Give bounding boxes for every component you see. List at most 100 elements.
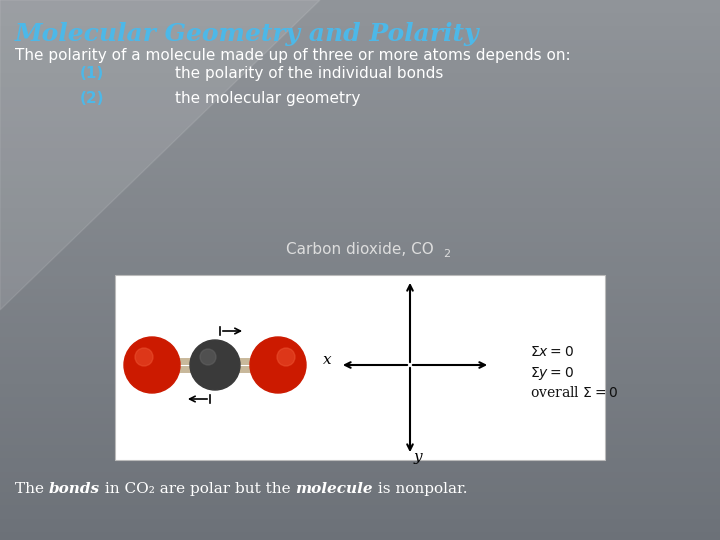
Text: is nonpolar.: is nonpolar.: [373, 482, 467, 496]
Bar: [0, 351, 720, 357]
Bar: [0, 526, 720, 534]
Bar: [0, 384, 720, 391]
Text: The polarity of a molecule made up of three or more atoms depends on:: The polarity of a molecule made up of th…: [15, 48, 571, 63]
Text: The: The: [15, 482, 49, 496]
Bar: [0, 303, 720, 310]
Bar: [0, 284, 720, 291]
Bar: [0, 183, 720, 189]
Bar: [0, 47, 720, 54]
Text: molecule: molecule: [295, 482, 373, 496]
Bar: [0, 168, 720, 176]
Bar: [0, 0, 720, 6]
Bar: [0, 81, 720, 87]
Bar: [0, 324, 720, 330]
Bar: [0, 418, 720, 426]
Bar: [0, 60, 720, 68]
Text: (2): (2): [80, 91, 104, 106]
Bar: [0, 102, 720, 108]
Bar: [0, 54, 720, 60]
Circle shape: [190, 340, 240, 390]
Text: in CO₂ are polar but the: in CO₂ are polar but the: [100, 482, 295, 496]
Bar: [0, 364, 720, 372]
Bar: [0, 189, 720, 195]
Bar: [0, 68, 720, 74]
Bar: [0, 148, 720, 156]
Bar: [0, 230, 720, 237]
Bar: [0, 358, 720, 365]
Bar: [0, 263, 720, 270]
Text: Molecular Geometry and Polarity: Molecular Geometry and Polarity: [15, 22, 480, 46]
Text: y: y: [414, 450, 423, 464]
Bar: [0, 27, 720, 33]
Bar: [0, 534, 720, 540]
Circle shape: [135, 348, 153, 366]
Bar: [0, 392, 720, 399]
Text: $\Sigma y = 0$: $\Sigma y = 0$: [530, 365, 574, 382]
Polygon shape: [0, 0, 320, 310]
Bar: [0, 330, 720, 338]
Bar: [0, 243, 720, 249]
Bar: [0, 20, 720, 27]
Circle shape: [277, 348, 295, 366]
Bar: [0, 297, 720, 303]
Bar: [0, 115, 720, 122]
Bar: [0, 108, 720, 115]
Bar: [0, 33, 720, 40]
Bar: [0, 249, 720, 256]
Text: the molecular geometry: the molecular geometry: [175, 91, 361, 106]
Bar: [0, 411, 720, 418]
Bar: [0, 74, 720, 81]
Bar: [0, 472, 720, 480]
Text: (1): (1): [80, 66, 104, 81]
Bar: [0, 345, 720, 351]
Bar: [0, 372, 720, 378]
Bar: [0, 122, 720, 128]
Bar: [0, 141, 720, 149]
Bar: [0, 40, 720, 47]
Bar: [0, 87, 720, 94]
Bar: [0, 500, 720, 507]
Bar: [0, 276, 720, 284]
Bar: [0, 438, 720, 445]
Bar: [0, 378, 720, 384]
Bar: [0, 94, 720, 102]
Circle shape: [124, 337, 180, 393]
Bar: [0, 216, 720, 222]
Text: overall $\Sigma = 0$: overall $\Sigma = 0$: [530, 385, 618, 400]
Bar: [0, 465, 720, 472]
Bar: [0, 222, 720, 230]
Bar: [0, 156, 720, 162]
Bar: [0, 399, 720, 405]
Bar: [0, 128, 720, 135]
Bar: [0, 426, 720, 432]
Bar: [0, 338, 720, 345]
Bar: [0, 317, 720, 324]
Bar: [0, 256, 720, 263]
Bar: [0, 291, 720, 297]
Bar: [0, 480, 720, 486]
Text: the polarity of the individual bonds: the polarity of the individual bonds: [175, 66, 444, 81]
Bar: [0, 405, 720, 411]
Text: $\Sigma x = 0$: $\Sigma x = 0$: [530, 345, 574, 359]
Bar: [0, 446, 720, 453]
Text: Carbon dioxide, CO: Carbon dioxide, CO: [286, 242, 434, 257]
Bar: [0, 270, 720, 276]
Bar: [0, 6, 720, 14]
Circle shape: [250, 337, 306, 393]
Text: 2: 2: [443, 249, 450, 259]
Bar: [115, 275, 605, 460]
Bar: [0, 459, 720, 465]
Bar: [0, 452, 720, 459]
Bar: [0, 310, 720, 317]
Bar: [0, 237, 720, 243]
Text: x: x: [323, 353, 332, 367]
Bar: [0, 486, 720, 492]
Bar: [0, 209, 720, 216]
Bar: [0, 202, 720, 209]
Bar: [0, 162, 720, 168]
Bar: [0, 195, 720, 202]
Bar: [0, 493, 720, 500]
Bar: [0, 176, 720, 183]
Bar: [0, 432, 720, 438]
Bar: [0, 135, 720, 141]
